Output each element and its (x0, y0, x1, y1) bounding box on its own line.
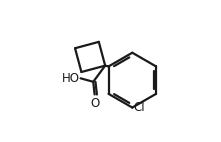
Text: O: O (90, 97, 99, 110)
Text: Cl: Cl (134, 101, 145, 114)
Text: HO: HO (62, 72, 80, 85)
